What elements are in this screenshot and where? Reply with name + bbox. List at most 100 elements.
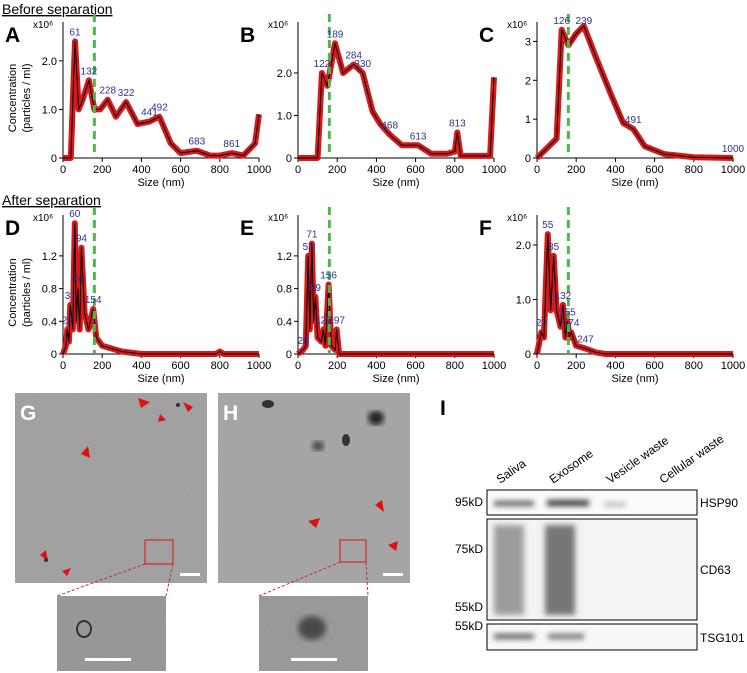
x-tick-label: 800 bbox=[446, 360, 464, 372]
peak-label: 197 bbox=[328, 315, 345, 326]
y-tick-label: 2 bbox=[525, 75, 531, 87]
x-axis-label: Size (nm) bbox=[611, 373, 658, 385]
peak-label: 61 bbox=[69, 27, 81, 38]
peak-label: 52 bbox=[303, 242, 315, 253]
y-tick-label: 0 bbox=[51, 153, 57, 165]
marker-label: 55kD bbox=[455, 619, 483, 633]
y-tick-label: 2.0 bbox=[277, 68, 292, 80]
y-tick-label: 0 bbox=[51, 349, 57, 361]
peak-label: 26 bbox=[298, 336, 310, 347]
y-tick-label: 0.4 bbox=[277, 316, 292, 328]
x-tick-label: 400 bbox=[606, 164, 624, 176]
y-tick-label: 1.0 bbox=[42, 104, 57, 116]
panel-letter: H bbox=[223, 402, 238, 425]
panel-letter: E bbox=[240, 217, 254, 240]
y-multiplier: x10⁶ bbox=[33, 20, 53, 31]
y-tick-label: 1.2 bbox=[277, 251, 292, 263]
y-tick-label: 0.4 bbox=[42, 316, 57, 328]
peak-label: 330 bbox=[354, 59, 371, 70]
x-tick-label: 200 bbox=[328, 360, 346, 372]
peak-label: 322 bbox=[118, 88, 135, 99]
x-tick-label: 800 bbox=[685, 164, 703, 176]
peak-label: 85 bbox=[548, 242, 560, 253]
x-tick-label: 1000 bbox=[247, 164, 271, 176]
y-axis-label: (particles / ml) bbox=[21, 63, 33, 132]
marker-label: 95kD bbox=[455, 495, 483, 509]
peak-label: 132 bbox=[555, 291, 572, 302]
y-multiplier: x10⁶ bbox=[33, 213, 53, 224]
marker-label: 75kD bbox=[455, 542, 483, 556]
y-axis-label: (particles / ml) bbox=[21, 258, 33, 327]
x-tick-label: 1000 bbox=[721, 164, 745, 176]
peak-label: 492 bbox=[151, 103, 168, 114]
peak-label: 154 bbox=[85, 295, 102, 306]
panel-letter: B bbox=[240, 24, 255, 47]
peak-label: 55 bbox=[542, 220, 554, 231]
x-axis-label: Size (nm) bbox=[137, 373, 184, 385]
x-tick-label: 400 bbox=[367, 360, 385, 372]
section-title: After separation bbox=[2, 192, 101, 208]
y-tick-label: 0 bbox=[525, 349, 531, 361]
peak-label: 156 bbox=[320, 271, 337, 282]
y-multiplier: x10⁶ bbox=[268, 213, 288, 224]
micrograph bbox=[15, 393, 207, 671]
x-tick-label: 800 bbox=[685, 360, 703, 372]
y-tick-label: 2.0 bbox=[516, 240, 531, 252]
peak-label: 247 bbox=[577, 335, 594, 346]
y-tick-label: 3 bbox=[525, 36, 531, 48]
protein-label: TSG101 bbox=[700, 631, 745, 645]
panel-letter: A bbox=[5, 24, 20, 47]
y-multiplier: x10⁶ bbox=[268, 20, 288, 31]
y-axis-label: Concentration bbox=[7, 64, 19, 133]
line bbox=[297, 243, 494, 355]
y-tick-label: 0 bbox=[525, 153, 531, 165]
peak-label: 22 bbox=[62, 315, 74, 326]
x-tick-label: 400 bbox=[606, 360, 624, 372]
peak-label: 37 bbox=[65, 291, 77, 302]
peak-label: 129 bbox=[315, 315, 332, 326]
marker-label: 55kD bbox=[455, 600, 483, 614]
y-tick-label: 0.8 bbox=[42, 284, 57, 296]
peak-label: 1000 bbox=[722, 144, 745, 155]
x-axis-label: Size (nm) bbox=[372, 177, 419, 189]
y-tick-label: 1.0 bbox=[277, 111, 292, 123]
x-tick-label: 1000 bbox=[247, 360, 271, 372]
x-tick-label: 0 bbox=[534, 360, 540, 372]
line bbox=[298, 43, 495, 159]
y-tick-label: 2.0 bbox=[42, 56, 57, 68]
x-tick-label: 1000 bbox=[482, 164, 506, 176]
x-tick-label: 200 bbox=[567, 164, 585, 176]
confidence-band bbox=[534, 22, 734, 161]
micrograph bbox=[218, 393, 410, 671]
peak-label: 60 bbox=[69, 209, 81, 220]
peak-label: 861 bbox=[223, 139, 240, 150]
peak-label: 22 bbox=[536, 318, 548, 329]
x-axis-label: Size (nm) bbox=[611, 177, 658, 189]
x-axis-label: Size (nm) bbox=[137, 177, 184, 189]
peak-label: 76 bbox=[72, 275, 84, 286]
x-tick-label: 200 bbox=[567, 360, 585, 372]
x-tick-label: 600 bbox=[645, 360, 663, 372]
lane-label: Saliva bbox=[494, 456, 529, 486]
peak-label: 491 bbox=[625, 115, 642, 126]
peak-label: 89 bbox=[310, 283, 322, 294]
peak-label: 189 bbox=[327, 29, 344, 40]
protein-label: CD63 bbox=[700, 563, 731, 577]
peak-label: 228 bbox=[99, 86, 116, 97]
x-tick-label: 400 bbox=[132, 360, 150, 372]
y-tick-label: 1.2 bbox=[42, 251, 57, 263]
panel-letter: C bbox=[479, 24, 494, 47]
x-tick-label: 0 bbox=[295, 360, 301, 372]
x-tick-label: 0 bbox=[534, 164, 540, 176]
confidence-band bbox=[60, 220, 259, 357]
x-tick-label: 0 bbox=[60, 164, 66, 176]
x-tick-label: 1000 bbox=[721, 360, 745, 372]
x-axis-label: Size (nm) bbox=[372, 373, 419, 385]
x-tick-label: 800 bbox=[211, 164, 229, 176]
x-tick-label: 0 bbox=[60, 360, 66, 372]
